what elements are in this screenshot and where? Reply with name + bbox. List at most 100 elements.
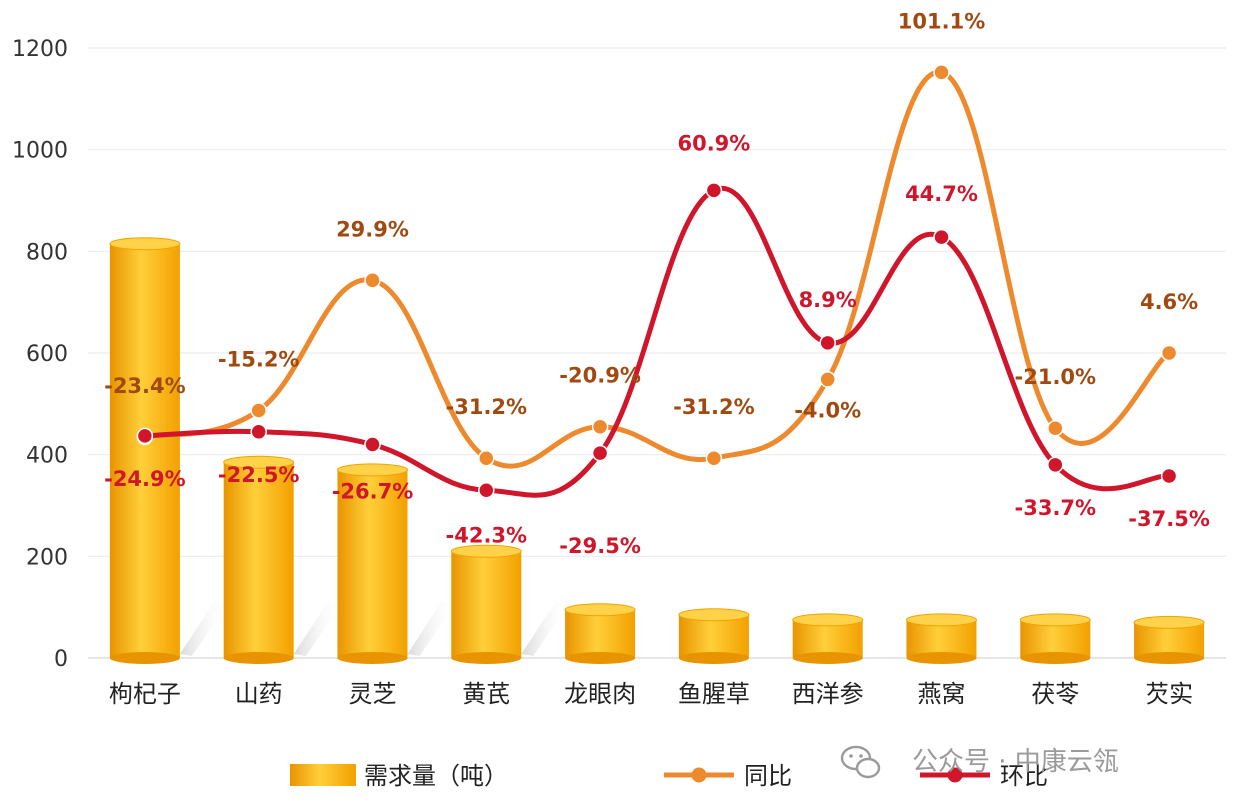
bar-body — [451, 551, 522, 658]
yoy-data-label: -31.2% — [673, 395, 755, 419]
legend-item-yoy: 同比 — [664, 762, 792, 790]
bar — [678, 608, 750, 664]
x-tick-label: 山药 — [235, 680, 283, 708]
mom-data-label: -22.5% — [218, 463, 300, 487]
legend-label: 同比 — [744, 762, 792, 790]
y-tick-label: 600 — [26, 342, 68, 367]
mom-data-label: 60.9% — [677, 131, 750, 155]
bar-base — [451, 652, 522, 664]
yoy-data-label: -4.0% — [794, 398, 861, 422]
mom-data-label: -24.9% — [104, 467, 186, 491]
watermark: 公众号 · 中康云瓴 — [840, 745, 1119, 779]
series-point — [591, 444, 609, 462]
series-point — [136, 427, 154, 445]
series-point — [1160, 467, 1178, 485]
yoy-data-label: 101.1% — [898, 9, 985, 33]
bar-top — [337, 463, 408, 477]
legend-swatch — [290, 764, 356, 786]
legend-marker — [947, 767, 963, 783]
y-tick-label: 400 — [26, 444, 68, 469]
bar-shadow — [293, 602, 342, 656]
mom-data-label: 44.7% — [905, 182, 978, 206]
bar-shadow — [407, 602, 456, 656]
series-line — [142, 69, 1172, 469]
bar-top — [564, 603, 636, 617]
bar-top — [1019, 613, 1091, 627]
y-tick-label: 200 — [26, 545, 68, 570]
series-point — [933, 228, 950, 246]
yoy-data-label: -23.4% — [104, 374, 186, 398]
bar-body — [678, 614, 749, 658]
legend-item-mom: 环比 — [920, 762, 1048, 790]
mom-data-label: -26.7% — [332, 480, 414, 504]
series-point — [1047, 419, 1064, 437]
mom-data-label: -33.7% — [1015, 496, 1097, 520]
bar-top — [906, 613, 977, 627]
x-axis: 枸杞子 山药 灵芝 黄芪 龙眼肉 鱼腥草 西洋参 燕窝 茯苓 芡实 — [109, 680, 1193, 708]
x-tick-label: 芡实 — [1145, 680, 1193, 708]
bar-shadow — [521, 602, 570, 656]
series-point — [933, 64, 950, 81]
bar-base — [1020, 652, 1091, 664]
bar-top — [223, 455, 295, 469]
bar-base — [1134, 652, 1205, 664]
series-point — [591, 418, 609, 435]
bar — [223, 455, 342, 664]
bar — [337, 463, 456, 664]
series-line — [142, 185, 1172, 498]
bar-top — [450, 544, 522, 558]
bar-series — [109, 237, 1205, 664]
bar-top — [1133, 615, 1205, 629]
x-tick-label: 茯苓 — [1031, 680, 1079, 708]
x-tick-label: 西洋参 — [792, 680, 864, 708]
bar-base — [109, 652, 180, 664]
mom-data-label: 8.9% — [799, 288, 857, 312]
bar — [1133, 615, 1205, 664]
mom-data-label: -37.5% — [1128, 507, 1210, 531]
y-tick-label: 0 — [54, 647, 68, 672]
y-axis: 0 200 400 600 800 1000 1200 — [12, 37, 68, 672]
yoy-data-label: -21.0% — [1015, 365, 1097, 389]
y-tick-label: 800 — [26, 240, 68, 265]
bar — [1019, 613, 1091, 664]
x-tick-label: 鱼腥草 — [678, 680, 750, 708]
y-tick-label: 1000 — [12, 139, 68, 164]
watermark-text: 公众号 · 中康云瓴 — [912, 747, 1119, 777]
bar-base — [223, 652, 294, 664]
series-point — [250, 402, 267, 419]
bar-top — [678, 608, 750, 622]
bar-top — [109, 237, 181, 251]
mom-data-label: -42.3% — [446, 523, 528, 547]
series-point — [364, 436, 381, 453]
bar-base — [792, 652, 863, 664]
bar — [564, 603, 636, 664]
bar-shadow — [179, 602, 228, 656]
x-tick-label: 黄芪 — [462, 680, 510, 708]
bar-body — [565, 609, 636, 658]
series-point — [1047, 456, 1064, 474]
x-tick-label: 枸杞子 — [109, 680, 181, 708]
legend-marker — [691, 767, 707, 783]
series-point — [478, 482, 495, 499]
bar — [450, 544, 570, 664]
legend: 需求量（吨） 同比 环比 — [290, 762, 1048, 790]
x-tick-label: 燕窝 — [918, 680, 966, 708]
series-point — [705, 182, 723, 199]
yoy-data-label: -31.2% — [446, 395, 528, 419]
yoy-data-label: -20.9% — [559, 364, 641, 388]
x-tick-label: 灵芝 — [349, 680, 397, 708]
series-point — [478, 449, 495, 467]
bar — [109, 237, 228, 664]
bar-body — [109, 243, 180, 659]
bar-base — [678, 652, 749, 664]
yoy-data-label: 29.9% — [336, 217, 409, 241]
series-point — [1160, 344, 1178, 362]
series-point — [819, 371, 836, 388]
series-point — [819, 334, 836, 352]
bar-body — [223, 462, 294, 658]
series-mom — [136, 182, 1178, 499]
legend-label: 环比 — [1000, 762, 1048, 790]
yoy-data-label: -15.2% — [218, 347, 300, 371]
bar-top — [792, 613, 864, 627]
mom-data-label: -29.5% — [559, 534, 641, 558]
